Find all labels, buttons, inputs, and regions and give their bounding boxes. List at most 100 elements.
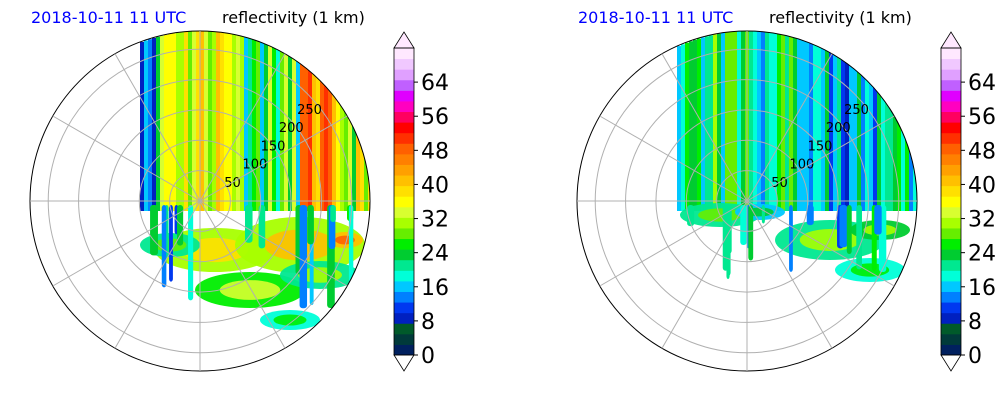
echo-stripe <box>877 91 882 211</box>
colorbar-segment <box>941 100 961 113</box>
panel-right-date-title: 2018-10-11 11 UTC <box>578 8 733 27</box>
echo-stripe <box>697 38 702 212</box>
radial-line <box>199 200 348 287</box>
radial-line <box>114 200 201 349</box>
echo-stripe <box>781 34 786 212</box>
echo-finger <box>177 205 184 246</box>
reflectivity-field <box>140 31 370 330</box>
echo-stripe <box>360 143 365 211</box>
colorbar-segment <box>941 323 961 335</box>
echo-stripe <box>845 62 850 211</box>
colorbar-tick-label: 40 <box>421 173 449 198</box>
echo-finger <box>806 205 814 226</box>
echo-stripe <box>685 42 690 211</box>
echo-stripe <box>881 96 886 211</box>
echo-stripe <box>196 31 201 212</box>
colorbar-segment <box>941 259 961 271</box>
colorbar-segment <box>941 312 961 324</box>
echo-stripe <box>797 38 802 212</box>
colorbar-tick-label: 16 <box>421 276 449 301</box>
colorbar-tick-label: 40 <box>968 173 996 198</box>
colorbar-segment <box>941 122 961 134</box>
echo-stripe <box>308 69 313 211</box>
echo-stripe <box>224 32 229 212</box>
echo-stripe <box>300 63 305 211</box>
radial-line <box>199 53 286 202</box>
colorbar-segment <box>941 344 961 356</box>
radial-line <box>199 115 348 202</box>
echo-stripe <box>216 31 221 212</box>
colorbar-segment <box>941 206 961 218</box>
echo-stripe <box>292 58 297 211</box>
colorbar-segment <box>394 185 414 197</box>
echo-stripe <box>284 53 289 211</box>
radial-line <box>599 200 748 287</box>
range-ring-label: 100 <box>242 158 267 173</box>
colorbar-segment <box>394 164 414 176</box>
echo-stripe <box>813 44 818 212</box>
echo-finger <box>846 205 852 254</box>
colorbar-tick-label: 64 <box>968 71 996 96</box>
echo-stripe <box>777 33 782 211</box>
colorbar-segment <box>941 90 961 102</box>
echo-stripe <box>192 31 197 211</box>
echo-stripe <box>721 33 726 211</box>
colorbar-segment <box>394 280 414 292</box>
echo-stripe <box>328 89 333 211</box>
echo-stripe <box>753 31 758 212</box>
echo-stripe <box>709 35 714 211</box>
range-ring-label: 200 <box>826 121 851 136</box>
echo-stripe <box>176 32 181 212</box>
colorbar-segment <box>941 69 961 81</box>
colorbar-segment <box>941 153 961 165</box>
colorbar-segment <box>941 238 961 250</box>
colorbar-outline <box>393 47 415 356</box>
range-ring-label: 250 <box>297 103 322 118</box>
echo-stripe <box>364 156 369 211</box>
echo-stripe <box>869 82 874 211</box>
echo-stripe <box>172 33 177 212</box>
echo-finger <box>874 205 882 235</box>
colorbar-segment <box>941 227 961 240</box>
echo-stripe <box>909 149 914 211</box>
colorbar-tick-label: 64 <box>421 71 449 96</box>
echo-stripe <box>188 31 193 212</box>
colorbar-segment <box>941 164 961 176</box>
range-ring-label: 250 <box>844 103 869 118</box>
echo-stripe <box>677 46 682 212</box>
echo-stripe <box>829 52 834 211</box>
colorbar-tick-label: 0 <box>968 344 982 369</box>
echo-stripe <box>356 133 361 211</box>
echo-finger <box>726 205 730 279</box>
colorbar-segment <box>394 153 414 165</box>
echo-stripe <box>913 164 917 211</box>
echo-stripe <box>164 34 169 211</box>
echo-stripe <box>304 66 309 211</box>
echo-stripe <box>348 117 353 211</box>
echo-stripe <box>352 124 357 211</box>
echo-stripe <box>737 31 742 211</box>
echo-stripe <box>901 129 906 211</box>
echo-finger <box>789 205 793 272</box>
echo-stripe <box>769 32 774 212</box>
echo-stripe <box>212 31 217 212</box>
colorbar-tick-label: 16 <box>968 276 996 301</box>
echo-stripe <box>861 74 866 211</box>
range-ring-label: 150 <box>808 139 833 154</box>
echo-stripe <box>757 31 762 211</box>
colorbar-segment <box>394 217 414 229</box>
colorbar-right: 0 8 16 24 32 40 48 56 64 <box>940 31 996 372</box>
colorbar-segment <box>941 302 961 314</box>
echo-stripe <box>837 56 842 211</box>
panel-right: 2018-10-11 11 UTC reflectivity (1 km) 50… <box>576 8 996 372</box>
colorbar-tick-label: 0 <box>421 344 435 369</box>
echo-stripe <box>761 31 766 211</box>
echo-stripe <box>805 41 810 211</box>
echo-stripe <box>232 34 237 211</box>
echo-stripe <box>184 31 189 212</box>
echo-stripe <box>368 175 370 211</box>
echo-stripe <box>228 33 233 212</box>
echo-stripe <box>296 60 301 212</box>
